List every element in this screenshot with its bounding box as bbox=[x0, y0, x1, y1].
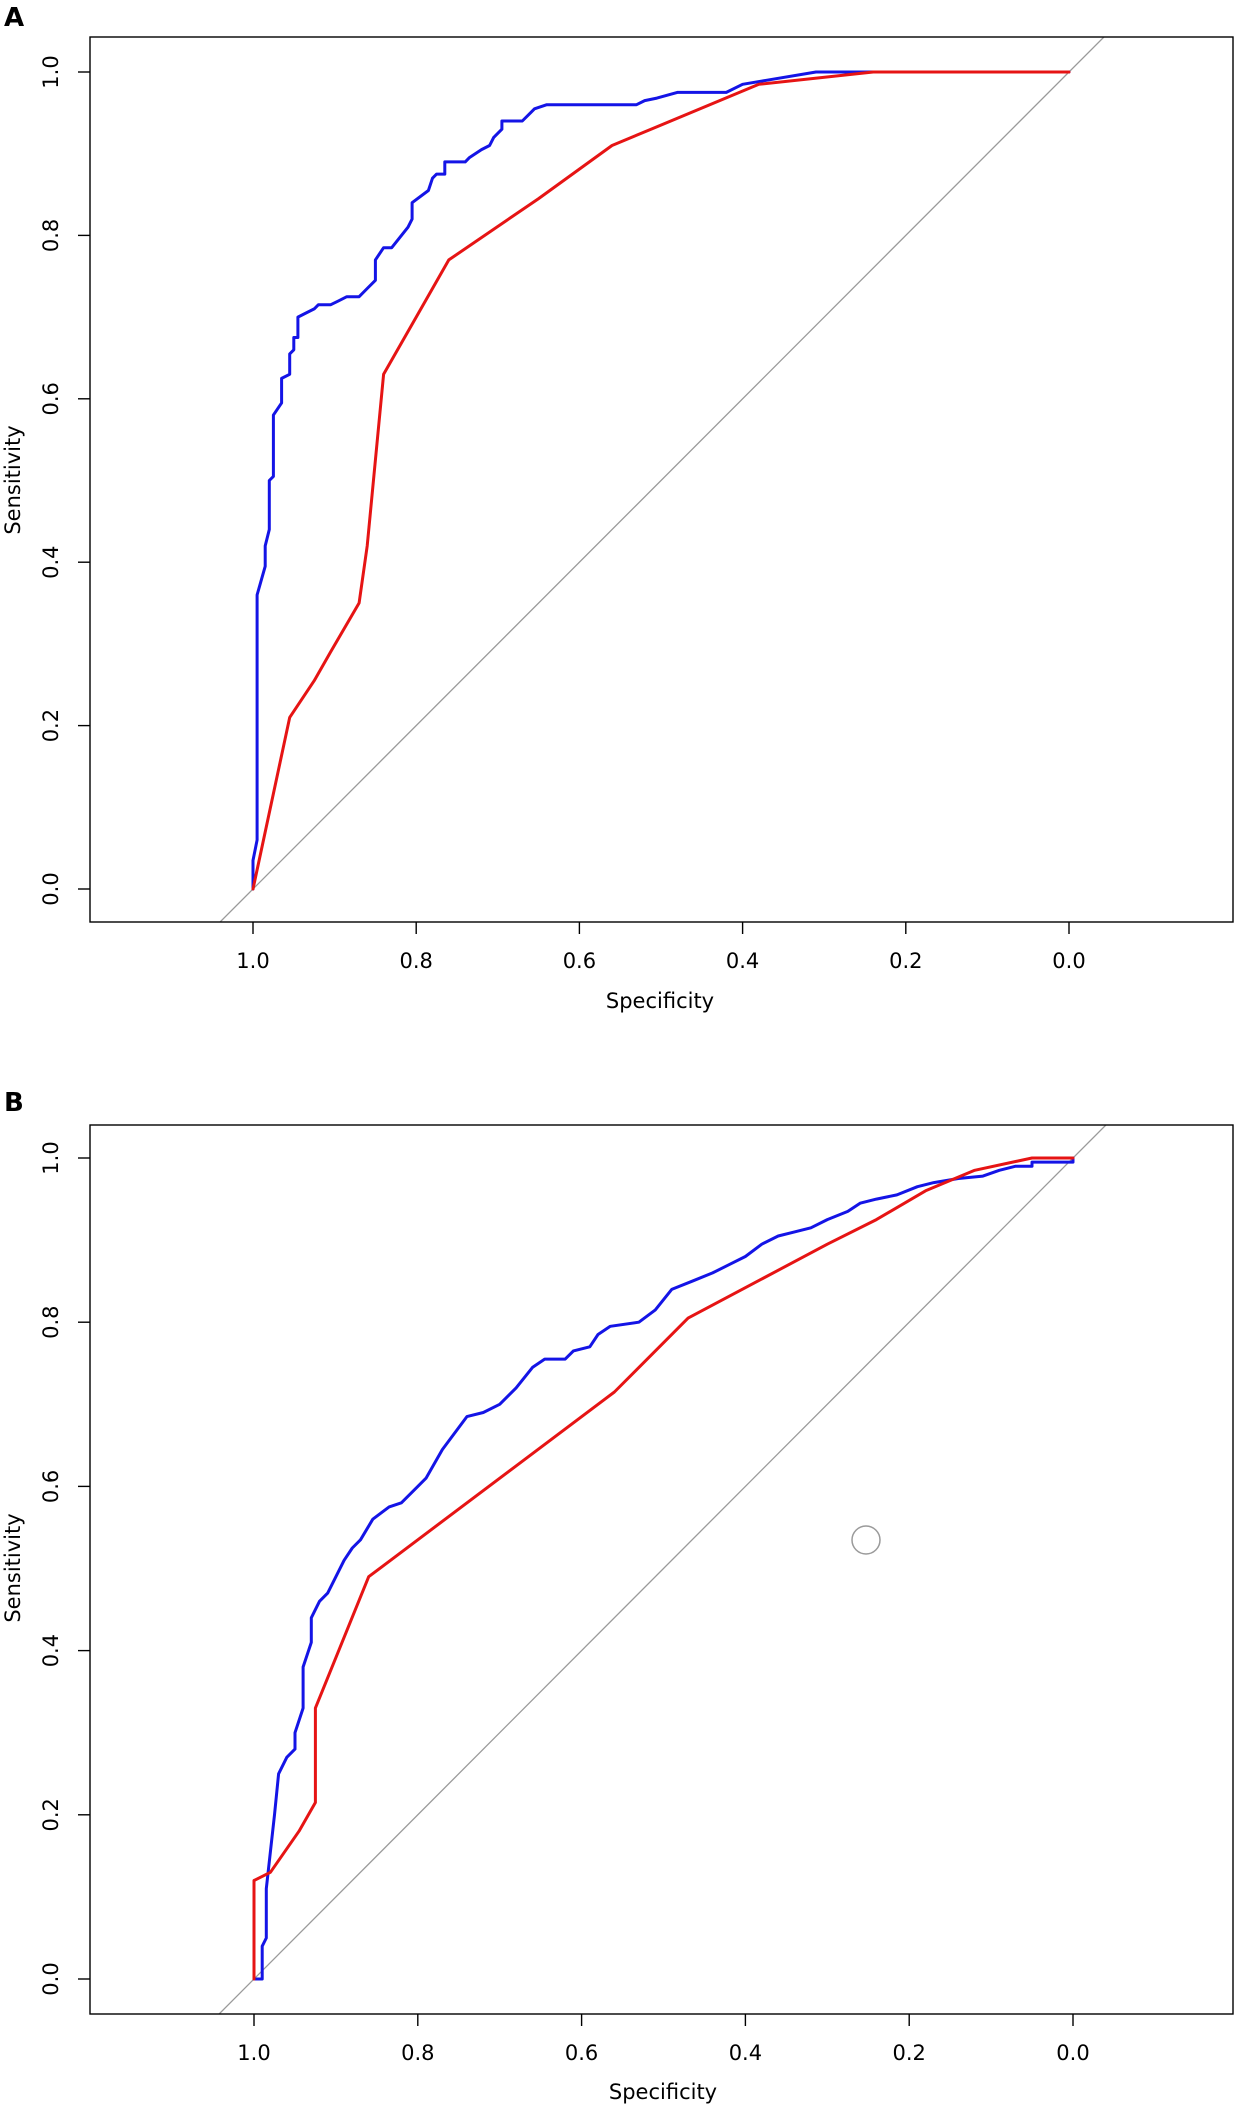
y-tick-label: 0.4 bbox=[39, 545, 63, 578]
panel-b-plot-frame bbox=[89, 1124, 1234, 2015]
x-tick-label: 0.2 bbox=[889, 949, 922, 973]
y-tick-label: 0.6 bbox=[39, 382, 63, 415]
panel-b-label: B bbox=[4, 1088, 24, 1118]
y-tick-label: 0.2 bbox=[39, 709, 63, 742]
y-tick-label: 0.4 bbox=[39, 1634, 63, 1667]
x-tick-label: 1.0 bbox=[236, 949, 269, 973]
y-tick-label: 0.0 bbox=[39, 872, 63, 905]
y-tick-label: 0.8 bbox=[39, 1305, 63, 1338]
x-tick-label: 0.6 bbox=[565, 2041, 598, 2065]
x-tick-label: 0.4 bbox=[729, 2041, 762, 2065]
x-tick-label: 0.0 bbox=[1056, 2041, 1089, 2065]
x-tick-label: 0.6 bbox=[563, 949, 596, 973]
panel-a-x-axis-title: Specificity bbox=[606, 989, 714, 1013]
panel-b: B 1.0 0.8 0.6 0.4 0.2 0.0 0.00.20.40.60.81.0 … bbox=[1, 1088, 1234, 2104]
x-tick-label: 1.0 bbox=[237, 2041, 270, 2065]
y-tick-label: 0.8 bbox=[39, 219, 63, 252]
reference-diagonal-line bbox=[218, 1125, 1107, 2014]
panel-a: A 1.0 0.8 0.6 0.4 0.2 0.0 0.00.20.40.60.81.0 … bbox=[1, 3, 1234, 1013]
panel-b-circle-marker bbox=[851, 1525, 881, 1555]
roc-curve-red bbox=[252, 1156, 1075, 1981]
panel-a-y-axis-title: Sensitivity bbox=[1, 425, 25, 534]
y-tick-label: 1.0 bbox=[39, 55, 63, 88]
x-tick-label: 0.2 bbox=[892, 2041, 925, 2065]
panel-a-label: A bbox=[4, 3, 24, 33]
y-tick-label: 0.0 bbox=[39, 1962, 63, 1995]
x-tick-label: 0.8 bbox=[401, 2041, 434, 2065]
reference-diagonal-line bbox=[219, 37, 1105, 922]
roc-curve-red bbox=[251, 70, 1071, 891]
roc-curve-blue bbox=[252, 1156, 1075, 1981]
x-tick-label: 0.8 bbox=[399, 949, 432, 973]
panel-a-plot-frame bbox=[89, 36, 1234, 923]
x-tick-label: 0.0 bbox=[1052, 949, 1085, 973]
panel-b-x-axis-title: Specificity bbox=[609, 2080, 717, 2104]
y-tick-label: 1.0 bbox=[39, 1141, 63, 1174]
panel-b-y-axis-title: Sensitivity bbox=[1, 1513, 25, 1622]
x-tick-label: 0.4 bbox=[726, 949, 759, 973]
y-tick-label: 0.2 bbox=[39, 1798, 63, 1831]
y-tick-label: 0.6 bbox=[39, 1470, 63, 1503]
roc-curve-blue bbox=[251, 70, 1071, 891]
